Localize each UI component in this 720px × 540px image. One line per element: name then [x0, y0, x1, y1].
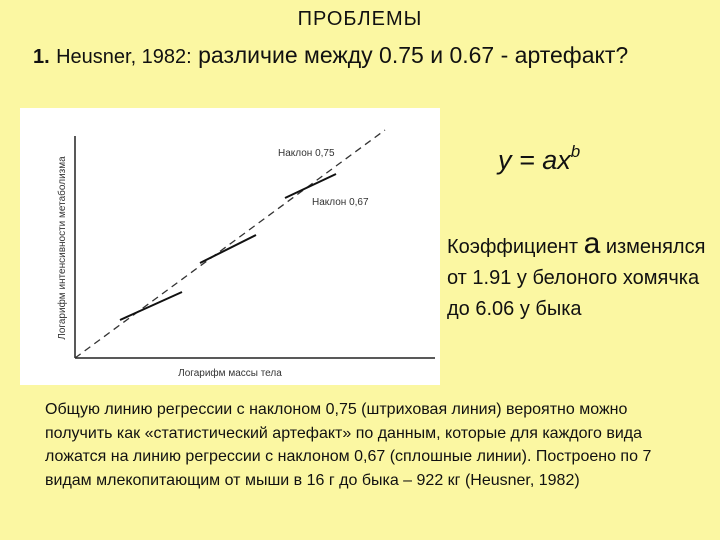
formula: y = axb: [498, 142, 580, 176]
caption: Общую линию регрессии с наклоном 0,75 (ш…: [45, 401, 652, 489]
note-lead: Коэффициент: [447, 236, 579, 258]
point-number: 1.: [33, 46, 50, 68]
formula-base: y = ax: [498, 145, 571, 175]
annotation: Наклон 0,67: [312, 197, 369, 208]
note-symbol: a: [583, 227, 601, 260]
annotation: Наклон 0,75: [278, 148, 335, 159]
y-axis-label: Логарифм интенсивности метаболизма: [56, 156, 68, 340]
point: 1. Heusner, 1982: различие между 0.75 и …: [33, 36, 683, 76]
solid-segment: [119, 291, 183, 321]
note-text: изменялся от 1.91 у белоного хомячка до …: [447, 236, 706, 320]
note: Коэффициент a изменялся от 1.91 у белоно…: [447, 228, 712, 325]
formula-exponent: b: [570, 142, 581, 161]
figure-background: [20, 108, 440, 385]
point-author: Heusner, 1982:: [56, 46, 192, 68]
figure: Логарифм интенсивности метаболизма Логар…: [20, 108, 440, 385]
point-text: различие между 0.75 и 0.67 - артефакт?: [198, 42, 629, 68]
slide-title: ПРОБЛЕМЫ: [297, 8, 423, 30]
x-axis-label: Логарифм массы тела: [178, 367, 282, 379]
dashed-regression: [74, 129, 386, 359]
solid-segment: [199, 234, 257, 264]
solid-segment: [284, 173, 337, 199]
